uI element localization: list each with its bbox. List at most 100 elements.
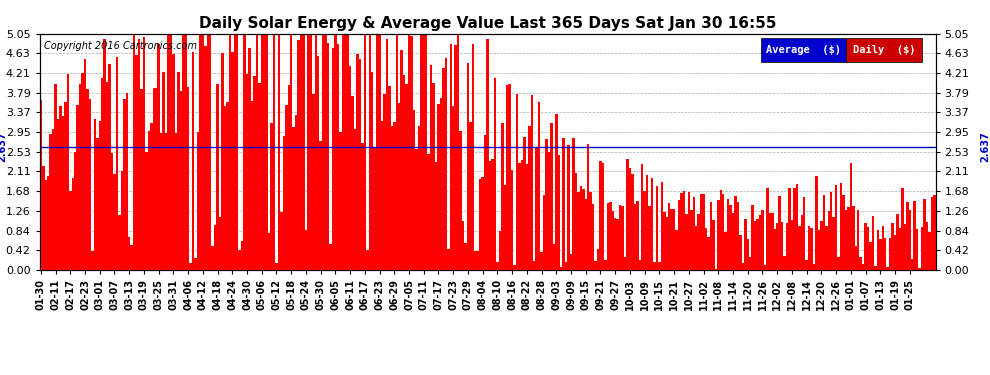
Bar	[108, 64, 111, 270]
Bar	[344, 34, 346, 270]
Bar	[727, 199, 730, 270]
Bar	[317, 56, 320, 270]
Bar	[71, 178, 74, 270]
Bar	[722, 194, 725, 270]
Bar	[867, 227, 869, 270]
Bar	[69, 191, 71, 270]
Bar	[538, 102, 541, 270]
Bar	[169, 34, 172, 270]
Text: Copyright 2016 Cartronics.com: Copyright 2016 Cartronics.com	[45, 41, 197, 51]
Bar	[700, 194, 702, 270]
Bar	[335, 34, 337, 270]
Bar	[879, 239, 881, 270]
Bar	[562, 138, 565, 270]
Bar	[543, 195, 545, 270]
Bar	[575, 173, 577, 270]
Bar	[916, 229, 919, 270]
Title: Daily Solar Energy & Average Value Last 365 Days Sat Jan 30 16:55: Daily Solar Energy & Average Value Last …	[199, 16, 776, 31]
Bar	[457, 34, 459, 270]
Bar	[285, 105, 287, 270]
Bar	[823, 195, 825, 270]
Bar	[76, 105, 79, 270]
Bar	[617, 219, 619, 270]
Bar	[111, 153, 113, 270]
Bar	[159, 134, 162, 270]
Bar	[449, 44, 452, 270]
Bar	[275, 263, 278, 270]
Bar	[717, 200, 720, 270]
Bar	[371, 72, 373, 270]
Bar	[209, 34, 212, 270]
Bar	[282, 135, 285, 270]
Bar	[693, 197, 695, 270]
Bar	[663, 212, 665, 270]
Bar	[924, 199, 926, 270]
Bar	[602, 163, 604, 270]
Bar	[265, 34, 268, 270]
Bar	[339, 132, 342, 270]
Bar	[353, 129, 356, 270]
Text: Average  ($): Average ($)	[766, 45, 841, 55]
Bar	[604, 260, 607, 270]
Bar	[740, 235, 742, 270]
Bar	[668, 203, 670, 270]
Bar	[859, 257, 862, 270]
Bar	[844, 210, 847, 270]
Bar	[763, 265, 766, 270]
Bar	[66, 74, 69, 270]
Bar	[494, 78, 496, 270]
Bar	[189, 263, 192, 270]
Bar	[624, 257, 627, 270]
Bar	[226, 102, 229, 270]
Bar	[476, 251, 479, 270]
Bar	[447, 249, 449, 270]
Bar	[418, 126, 420, 270]
Bar	[172, 54, 174, 270]
Bar	[725, 232, 727, 270]
Bar	[572, 138, 575, 270]
Bar	[735, 196, 737, 270]
Bar	[715, 269, 717, 270]
Bar	[869, 242, 872, 270]
Bar	[820, 221, 823, 270]
Bar	[297, 40, 300, 270]
Bar	[481, 177, 484, 270]
Bar	[609, 202, 612, 270]
Bar	[280, 212, 282, 270]
Bar	[637, 201, 639, 270]
Bar	[253, 76, 255, 270]
Bar	[405, 84, 408, 270]
Bar	[330, 244, 332, 270]
Bar	[260, 34, 263, 270]
Bar	[320, 141, 322, 270]
Bar	[720, 190, 722, 270]
Bar	[644, 190, 645, 270]
Bar	[217, 84, 219, 270]
Bar	[378, 34, 381, 270]
Bar	[756, 219, 758, 270]
Bar	[650, 178, 653, 270]
Bar	[884, 238, 886, 270]
Bar	[599, 160, 602, 270]
Bar	[89, 99, 91, 270]
Bar	[358, 58, 361, 270]
Bar	[788, 188, 791, 270]
Bar	[730, 205, 732, 270]
Bar	[828, 211, 830, 270]
Bar	[229, 34, 231, 270]
Bar	[348, 66, 351, 270]
Bar	[363, 34, 366, 270]
Bar	[471, 44, 474, 270]
Bar	[632, 174, 634, 270]
Bar	[356, 54, 358, 270]
Bar	[398, 103, 400, 270]
Bar	[103, 39, 106, 270]
Bar	[212, 246, 214, 270]
Bar	[501, 123, 504, 270]
Bar	[886, 267, 889, 270]
Bar	[106, 82, 108, 270]
Bar	[270, 123, 273, 270]
Bar	[84, 59, 86, 270]
Bar	[523, 137, 526, 270]
Bar	[199, 34, 202, 270]
